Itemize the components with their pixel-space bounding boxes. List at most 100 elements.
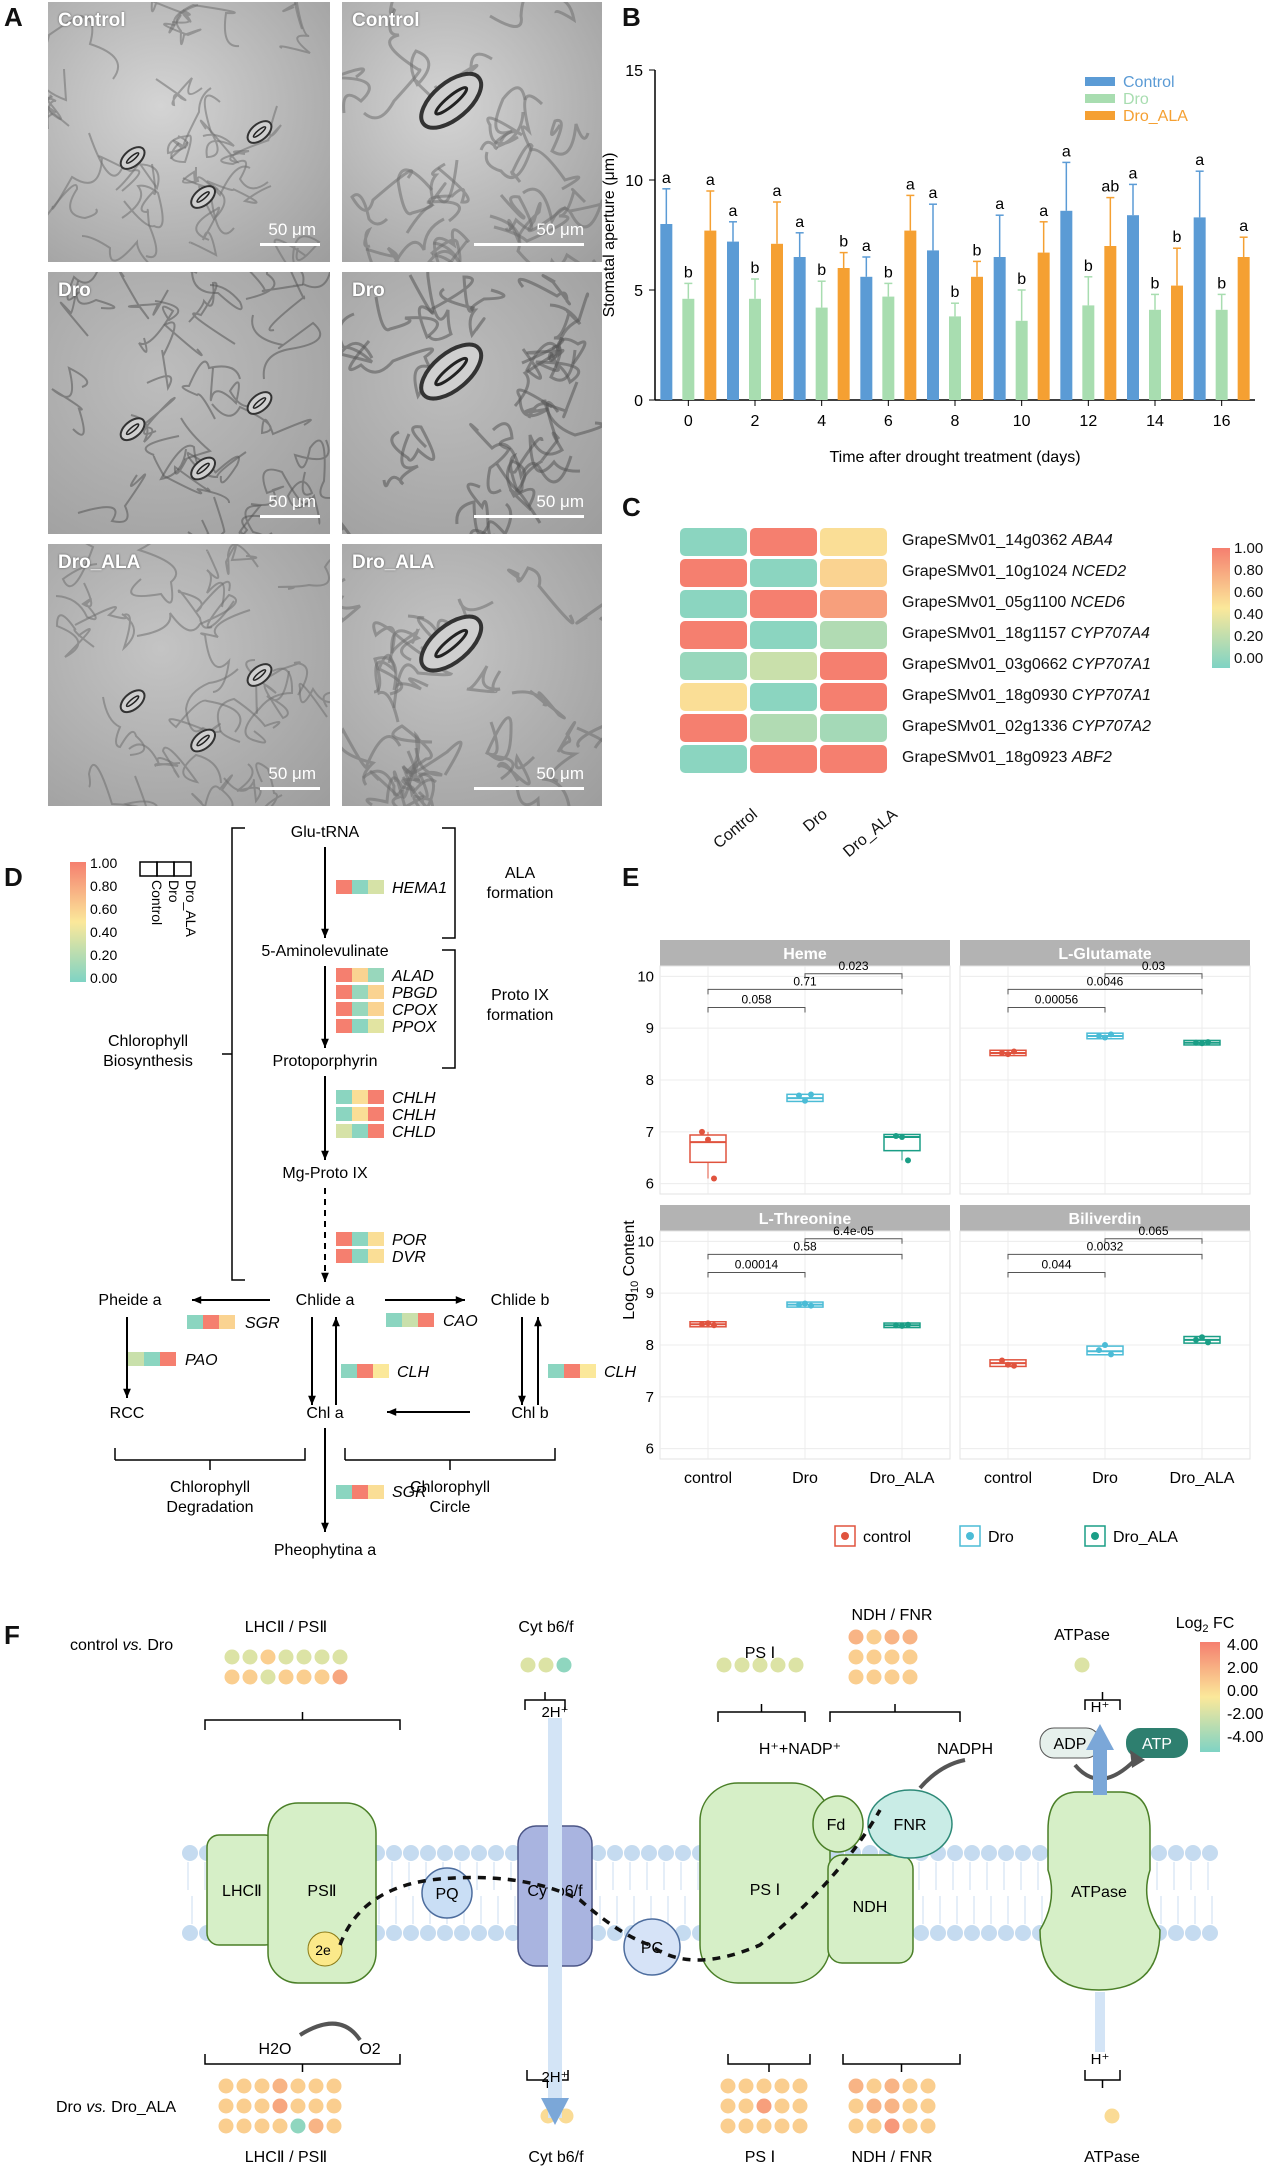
gene-alad: ALAD: [391, 968, 434, 985]
cell-wall-line: [408, 274, 476, 315]
log2fc-dot: [218, 2078, 234, 2094]
significance-letter: a: [906, 176, 915, 193]
expression-cell: [368, 1002, 384, 1016]
cell-wall-line: [382, 433, 419, 488]
data-point: [1011, 1048, 1017, 1055]
heat-cell: [820, 590, 887, 618]
legend-label: Dro: [988, 1529, 1014, 1546]
scale-bar: [474, 787, 584, 790]
cell-wall-line: [390, 425, 436, 462]
bar-Dro_ALA: [837, 268, 850, 400]
log2fc-dot: [332, 1649, 348, 1665]
colorbar-tick-label: -2.00: [1227, 1706, 1264, 1723]
expression-cell: [160, 1352, 176, 1366]
cell-wall-line: [48, 95, 62, 129]
log2fc-dot: [314, 1649, 330, 1665]
data-point: [1108, 1351, 1114, 1358]
cell-wall-line: [401, 747, 443, 784]
log2fc-dot: [538, 1657, 554, 1673]
lipid-head: [1185, 1845, 1201, 1861]
cell-wall-line: [87, 763, 147, 806]
cell-wall-line: [342, 67, 366, 79]
log2fc-dot: [792, 2098, 808, 2114]
legend-column-label: Control: [149, 880, 165, 925]
cell-wall-line: [521, 94, 581, 191]
y-axis-title-sub: 10: [629, 1281, 641, 1293]
expression-cell: [336, 1232, 352, 1246]
node-chl-a: Chl a: [306, 1405, 343, 1422]
log2fc-dot: [902, 2078, 918, 2094]
cell-wall-line: [484, 143, 534, 183]
cell-wall-line: [405, 166, 470, 234]
brace-ala: [442, 827, 456, 939]
data-point: [893, 1132, 899, 1139]
x-tick-label: 0: [684, 413, 693, 430]
panel-label-f: F: [4, 1620, 20, 1650]
lipid-head: [454, 1925, 470, 1941]
significance-letter: a: [706, 172, 715, 189]
bar-Dro: [1149, 309, 1161, 400]
data-point: [699, 1128, 705, 1135]
electron-label: 2e: [315, 1942, 331, 1958]
lipid-head: [182, 1845, 198, 1861]
cell-wall-line: [499, 194, 534, 232]
expression-cell: [336, 985, 352, 999]
log2fc-dot: [296, 1649, 312, 1665]
micrograph-label: Control: [352, 10, 420, 31]
p-bracket: [1007, 1271, 1106, 1278]
group-proto-formation-2: formation: [487, 1007, 554, 1024]
cell-wall-line: [123, 800, 158, 806]
legend-title-part-0: Log: [1176, 1615, 1203, 1632]
data-point: [999, 1050, 1005, 1057]
gene-chlh-2: CHLH: [392, 1107, 436, 1124]
gene-symbol: CYP707A4: [1070, 625, 1150, 642]
comparison-part-1: vs.: [86, 2099, 106, 2116]
heat-cell: [680, 621, 747, 649]
micrograph-label: Control: [58, 10, 126, 31]
fd-label: Fd: [827, 1817, 846, 1834]
log2fc-dot: [236, 2098, 252, 2114]
colorbar-tick-label: 0.80: [1234, 562, 1264, 579]
adp-label: ADP: [1054, 1736, 1087, 1753]
lipid-head: [420, 1845, 436, 1861]
cell-wall-line: [74, 606, 135, 652]
bar-Dro_ALA: [771, 243, 783, 400]
arrow-head: [321, 1272, 329, 1282]
legend-dot: [841, 1532, 849, 1540]
log2fc-dot: [242, 1669, 258, 1685]
significance-letter: a: [1129, 165, 1138, 182]
expression-cell: [357, 1364, 373, 1378]
arrow-head: [308, 1395, 316, 1405]
p-value-label: 0.044: [1041, 1257, 1071, 1271]
expression-cell: [352, 1090, 368, 1104]
brace-circle: [344, 1448, 556, 1470]
expression-cell: [373, 1364, 389, 1378]
lipid-head: [471, 1925, 487, 1941]
log2fc-dot: [326, 2118, 342, 2134]
log2fc-dot: [866, 1669, 882, 1685]
scale-bar-label: 50 μm: [268, 764, 316, 783]
significance-letter: a: [995, 196, 1004, 213]
y-tick-label: 7: [646, 1124, 654, 1141]
nadph-label: NADPH: [937, 1741, 993, 1758]
cell-wall-line: [144, 435, 230, 504]
data-point: [1205, 1339, 1211, 1346]
heat-cell: [750, 652, 817, 680]
lipid-head: [1015, 1845, 1031, 1861]
colorbar-tick-label: 4.00: [1227, 1637, 1258, 1654]
p-bracket: [804, 1238, 903, 1244]
bar-Dro: [815, 307, 828, 400]
p-value-label: 0.0046: [1087, 974, 1124, 988]
expression-cell: [352, 1002, 368, 1016]
log2fc-dot: [332, 1669, 348, 1685]
log2fc-dot: [848, 1669, 864, 1685]
heat-cell: [680, 590, 747, 618]
lipid-head: [182, 1925, 198, 1941]
log2fc-dot: [308, 2078, 324, 2094]
lipid-head: [505, 1925, 521, 1941]
cell-wall-line: [469, 422, 573, 484]
colorbar-tick-label: 2.00: [1227, 1660, 1258, 1677]
y-tick-label: 9: [646, 1285, 654, 1302]
p-value-label: 0.03: [1142, 959, 1166, 973]
bar-Dro_ALA: [1171, 285, 1183, 400]
